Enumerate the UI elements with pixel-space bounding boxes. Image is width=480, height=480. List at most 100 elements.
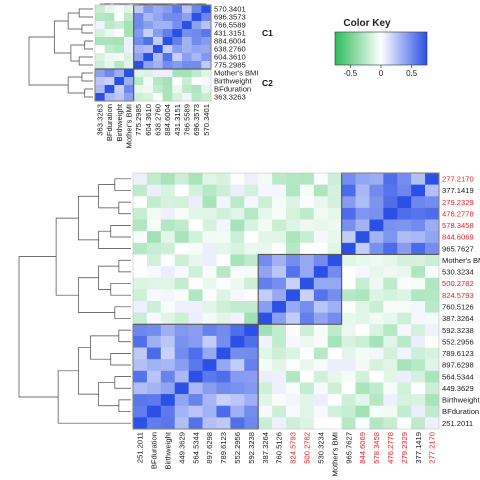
heatmap-cell xyxy=(162,69,173,78)
heatmap-cell xyxy=(143,5,154,14)
heatmap-cell xyxy=(216,301,231,313)
heatmap-cell xyxy=(397,301,412,313)
row-label: 638.2760 xyxy=(214,45,246,54)
heatmap-cell xyxy=(313,335,329,348)
heatmap-cell xyxy=(258,231,273,244)
heatmap-cell xyxy=(133,394,148,407)
heatmap-cell xyxy=(411,242,426,255)
heatmap-cell xyxy=(114,61,125,70)
heatmap-cell xyxy=(146,312,162,325)
heatmap-cell xyxy=(153,61,163,70)
heatmap-cell xyxy=(160,370,176,383)
heatmap-cell xyxy=(162,53,173,62)
color-key: Color Key -0.5 0 0.5 xyxy=(334,18,428,78)
heatmap-cell xyxy=(124,85,134,94)
heatmap-cell xyxy=(216,394,231,407)
heatmap-cell xyxy=(202,382,217,395)
heatmap-cell xyxy=(143,77,154,86)
col-label: 251.2011 xyxy=(136,432,145,463)
heatmap-cell xyxy=(327,312,342,325)
heatmap-cell xyxy=(174,277,189,290)
heatmap-cell xyxy=(146,370,162,383)
heatmap-cell xyxy=(341,347,356,360)
heatmap-cell xyxy=(299,347,315,360)
heatmap-cell xyxy=(172,13,183,22)
heatmap-cell xyxy=(383,312,398,325)
heatmap-cell xyxy=(383,173,398,185)
heatmap-cell xyxy=(327,196,342,209)
heatmap-cell xyxy=(143,85,154,94)
heatmap-cell xyxy=(160,184,176,197)
heatmap-cell xyxy=(160,359,176,372)
heatmap-cell xyxy=(355,370,370,383)
heatmap-cell xyxy=(327,266,342,279)
dendrogram-branch xyxy=(70,44,85,62)
heatmap-cell xyxy=(172,29,183,38)
bottom-col-labels: 251.2011 BFduration Birthweight 449.3629 564… xyxy=(136,431,437,476)
heatmap-cell xyxy=(425,405,440,418)
heatmap-cell xyxy=(230,359,245,372)
heatmap-cell xyxy=(172,5,183,14)
heatmap-cell xyxy=(299,184,315,197)
heatmap-cell xyxy=(202,173,217,185)
heatmap-cell xyxy=(383,405,398,418)
heatmap-cell xyxy=(272,394,287,407)
heatmap-cell xyxy=(244,184,259,197)
dendrogram-branch xyxy=(90,335,119,360)
heatmap-cell xyxy=(272,335,287,348)
heatmap-cell xyxy=(369,301,384,313)
heatmap-cell xyxy=(258,359,273,372)
heatmap-cell xyxy=(202,301,217,313)
heatmap-cell xyxy=(299,324,315,337)
heatmap-cell xyxy=(369,254,384,267)
heatmap-cell xyxy=(182,5,192,14)
col-label: 277.2170 xyxy=(428,432,437,464)
heatmap-cell xyxy=(397,370,412,383)
heatmap-cell xyxy=(355,196,370,209)
heatmap-cell xyxy=(369,289,384,302)
heatmap-cell xyxy=(191,5,202,14)
heatmap-cell xyxy=(327,289,342,302)
heatmap-cell xyxy=(216,207,231,220)
heatmap-cell xyxy=(160,417,176,430)
heatmap-cell xyxy=(146,405,162,418)
heatmap-cell xyxy=(133,417,148,430)
col-label: 578.3458 xyxy=(372,432,381,464)
heatmap-cell xyxy=(188,405,203,418)
heatmap-cell xyxy=(172,85,183,94)
heatmap-cell xyxy=(286,196,301,209)
heatmap-cell xyxy=(258,207,273,220)
heatmap-cell xyxy=(313,324,329,337)
heatmap-cell xyxy=(146,277,162,290)
heatmap-cell xyxy=(258,324,273,337)
heatmap-cell xyxy=(133,289,148,302)
heatmap-cell xyxy=(104,77,115,86)
dendrogram-branch xyxy=(78,277,115,313)
col-label: 766.5589 xyxy=(183,104,192,136)
heatmap-cell xyxy=(216,335,231,348)
color-key-gradient xyxy=(334,31,428,66)
heatmap-cell xyxy=(216,417,231,430)
heatmap-cell xyxy=(355,417,370,430)
heatmap-cell xyxy=(202,359,217,372)
heatmap-cell xyxy=(341,266,356,279)
heatmap-cell xyxy=(369,335,384,348)
heatmap-cell xyxy=(133,219,148,232)
heatmap-cell xyxy=(133,254,148,267)
dendrogram-branch xyxy=(84,88,93,98)
heatmap-cell xyxy=(143,29,154,38)
heatmap-cell xyxy=(114,69,125,78)
heatmap-cell xyxy=(425,173,440,185)
heatmap-cell xyxy=(230,266,245,279)
heatmap-cell xyxy=(133,61,144,70)
heatmap-cell xyxy=(258,219,273,232)
heatmap-cell xyxy=(397,312,412,325)
dendrogram-branch xyxy=(114,306,131,319)
heatmap-cell xyxy=(383,289,398,302)
heatmap-cell xyxy=(153,45,163,54)
heatmap-cell xyxy=(411,301,426,313)
heatmap-cell xyxy=(153,13,163,22)
heatmap-cell xyxy=(202,405,217,418)
heatmap-cell xyxy=(425,312,440,325)
heatmap-cell xyxy=(162,37,173,46)
